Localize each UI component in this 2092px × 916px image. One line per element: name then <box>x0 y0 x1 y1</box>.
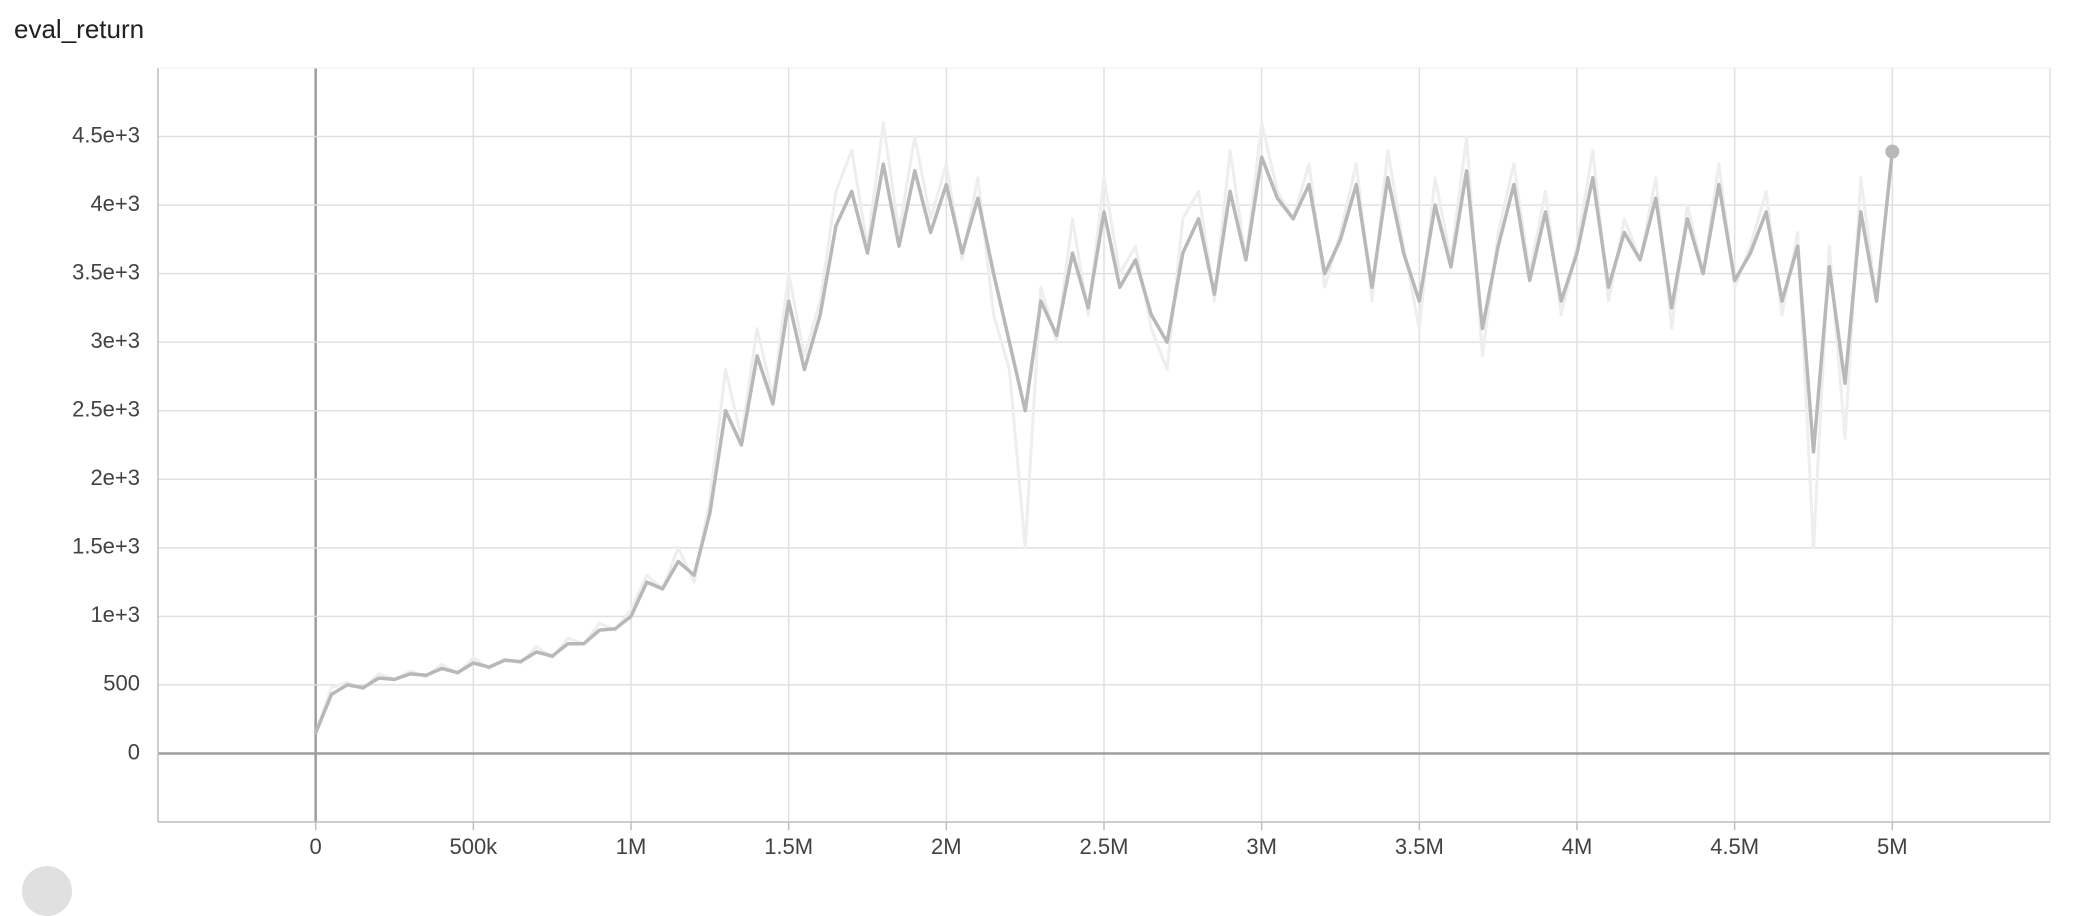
series-smoothed-line <box>313 149 1895 735</box>
x-tick-label: 1M <box>616 834 647 859</box>
y-tick-label: 0 <box>128 739 140 764</box>
x-tick-label: 500k <box>449 834 498 859</box>
series-raw-line <box>314 121 1894 735</box>
chart-title: eval_return <box>14 14 145 44</box>
x-tick-label: 5M <box>1877 834 1908 859</box>
axes <box>157 67 2051 830</box>
chart: 0 500 1e+3 1.5e+3 2e+3 2.5e+3 3e+3 3.5e+3 4e+3 4.… <box>72 67 2051 859</box>
y-tick-label: 3e+3 <box>90 328 140 353</box>
x-tick-label: 3M <box>1246 834 1277 859</box>
y-tick-label: 2e+3 <box>90 465 140 490</box>
y-tick-labels: 0 500 1e+3 1.5e+3 2e+3 2.5e+3 3e+3 3.5e+3 4e+3 4.… <box>72 122 140 764</box>
y-tick-label: 4e+3 <box>90 191 140 216</box>
x-tick-label: 0 <box>310 834 322 859</box>
y-tick-label: 500 <box>103 671 140 696</box>
x-tick-label: 4.5M <box>1710 834 1759 859</box>
x-tick-label: 2.5M <box>1080 834 1129 859</box>
x-tick-label: 1.5M <box>764 834 813 859</box>
x-gridlines <box>314 68 1894 822</box>
series-layer <box>313 121 1900 735</box>
x-tick-label: 4M <box>1562 834 1593 859</box>
series-last-point[interactable] <box>1885 144 1900 159</box>
y-tick-label: 4.5e+3 <box>72 122 140 147</box>
x-tick-labels: 0 500k 1M 1.5M 2M 2.5M 3M 3.5M 4M 4.5M 5M <box>310 834 1908 859</box>
y-tick-label: 3.5e+3 <box>72 259 140 284</box>
y-tick-label: 1e+3 <box>90 602 140 627</box>
y-tick-label: 2.5e+3 <box>72 397 140 422</box>
x-tick-label: 2M <box>931 834 962 859</box>
y-tick-label: 1.5e+3 <box>72 534 140 559</box>
x-tick-label: 3.5M <box>1395 834 1444 859</box>
